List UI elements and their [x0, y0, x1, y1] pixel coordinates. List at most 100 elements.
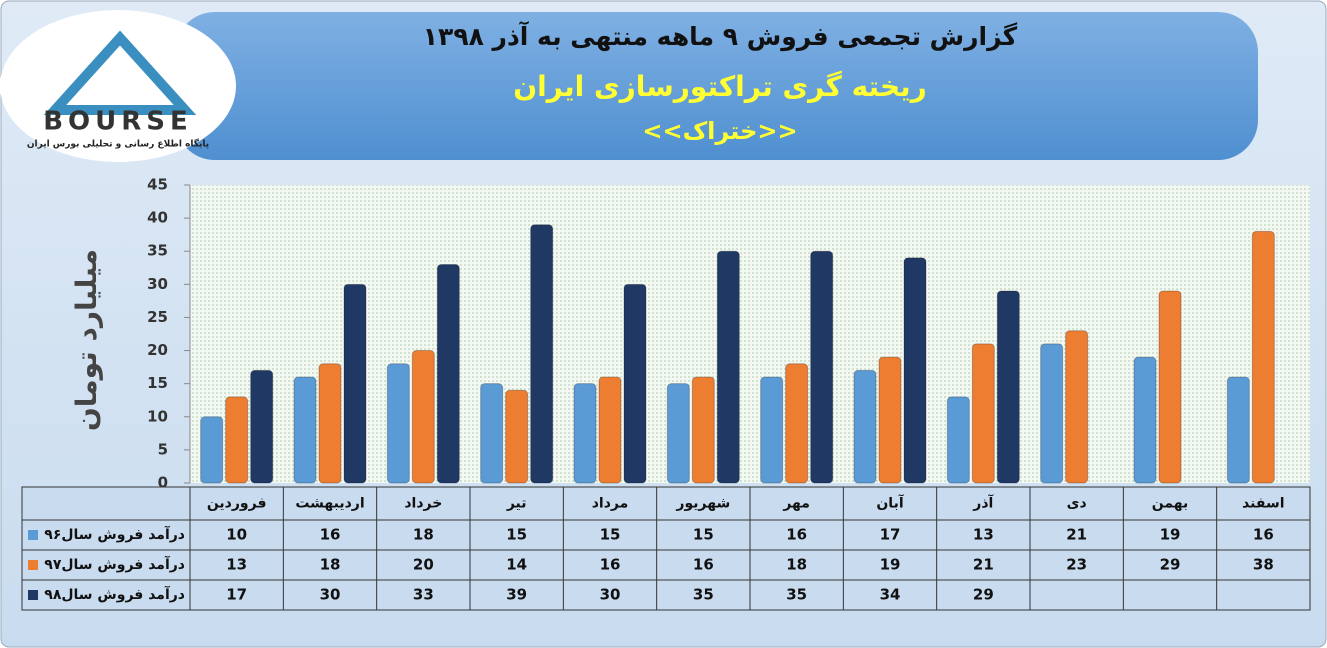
bar	[1133, 356, 1157, 484]
legend-swatch	[28, 560, 38, 570]
x-tick-label: بهمن	[1152, 496, 1188, 512]
x-tick-label: اسفند	[1242, 496, 1284, 512]
logo-bg	[0, 10, 236, 162]
x-tick-label: مرداد	[592, 496, 629, 512]
table-value: 35	[786, 586, 807, 604]
chart-subtitle: ریخته گری تراکتورسازی ایران	[513, 70, 927, 103]
table-value: 21	[1066, 526, 1087, 544]
table-value: 29	[973, 586, 994, 604]
table-value: 15	[600, 526, 621, 544]
bar	[598, 376, 622, 484]
legend-label: درآمد فروش سال۹۶	[44, 525, 185, 543]
bar	[386, 363, 410, 484]
table-value: 17	[226, 586, 247, 604]
y-tick-label: 30	[147, 275, 168, 293]
table-value: 29	[1160, 556, 1181, 574]
x-tick-label: مهر	[782, 496, 810, 512]
logo-mark	[43, 30, 197, 115]
table-value: 30	[600, 586, 621, 604]
symbol: <<ختراک>>	[642, 117, 797, 145]
bar	[505, 389, 529, 484]
table-value: 30	[320, 586, 341, 604]
x-tick-label: فروردین	[207, 496, 267, 512]
legend-label: درآمد فروش سال۹۷	[44, 555, 185, 573]
bar	[200, 416, 224, 484]
table-value: 13	[973, 526, 994, 544]
table-value: 21	[973, 556, 994, 574]
x-tick-label: آذر	[972, 494, 994, 512]
bar	[853, 369, 877, 484]
plot-area	[190, 185, 1310, 483]
y-tick-label: 35	[147, 242, 168, 260]
header-banner	[175, 12, 1258, 160]
table-bg	[21, 486, 1311, 611]
table-value: 13	[226, 556, 247, 574]
table-value: 35	[693, 586, 714, 604]
bar	[666, 383, 690, 484]
bar	[691, 376, 715, 484]
table-value: 33	[413, 586, 434, 604]
chart-title: گزارش تجمعی فروش ۹ ماهه منتهی به آذر ۱۳۹…	[423, 21, 1018, 52]
table-value: 19	[880, 556, 901, 574]
table-value: 15	[506, 526, 527, 544]
table-value: 38	[1253, 556, 1274, 574]
bar	[760, 376, 784, 484]
bar	[1158, 290, 1182, 484]
bar	[436, 263, 460, 484]
bar	[878, 356, 902, 484]
bar	[903, 257, 927, 484]
bar	[1226, 376, 1250, 484]
table-value: 18	[413, 526, 434, 544]
bar	[225, 396, 249, 484]
bar	[293, 376, 317, 484]
table-value: 16	[1253, 526, 1274, 544]
logo-tagline: پایگاه اطلاع رسانی و تحلیلی بورس ایران	[27, 138, 209, 150]
bar	[971, 343, 995, 484]
legend-label: درآمد فروش سال۹۸	[44, 585, 185, 603]
table-value: 34	[880, 586, 901, 604]
x-tick-label: خرداد	[404, 496, 442, 512]
table-value: 20	[413, 556, 434, 574]
bar	[343, 283, 367, 484]
y-tick-label: 20	[147, 341, 168, 359]
table-value: 16	[320, 526, 341, 544]
logo-name: BOURSE	[43, 107, 193, 137]
y-tick-label: 25	[147, 308, 168, 326]
table-value: 16	[600, 556, 621, 574]
bar	[530, 224, 554, 484]
bar	[996, 290, 1020, 484]
x-tick-label: اردیبهشت	[295, 496, 364, 512]
table-value: 15	[693, 526, 714, 544]
table-value: 18	[786, 556, 807, 574]
bar	[785, 363, 809, 484]
x-tick-label: شهریور	[675, 496, 730, 512]
legend-swatch	[28, 590, 38, 600]
y-axis-label: میلیارد تومان	[70, 249, 103, 431]
legend-swatch	[28, 530, 38, 540]
bar	[623, 283, 647, 484]
table-value: 19	[1160, 526, 1181, 544]
y-tick-label: 40	[147, 209, 168, 227]
bar	[573, 383, 597, 484]
table-value: 17	[880, 526, 901, 544]
table-value: 10	[226, 526, 247, 544]
y-tick-label: 10	[147, 407, 168, 425]
table-value: 23	[1066, 556, 1087, 574]
table-value: 18	[320, 556, 341, 574]
bar	[318, 363, 342, 484]
x-tick-label: تیر	[506, 496, 527, 512]
table-value: 39	[506, 586, 527, 604]
table-value: 16	[786, 526, 807, 544]
y-tick-label: 45	[147, 176, 168, 194]
x-tick-label: آبان	[876, 494, 904, 512]
bar	[1040, 343, 1064, 484]
bar	[810, 250, 834, 484]
bar	[716, 250, 740, 484]
bar	[1251, 230, 1275, 484]
bar	[1065, 330, 1089, 484]
bar	[946, 396, 970, 484]
x-tick-label: دی	[1067, 496, 1087, 512]
y-tick-label: 5	[158, 440, 168, 458]
y-tick-label: 15	[147, 374, 168, 392]
